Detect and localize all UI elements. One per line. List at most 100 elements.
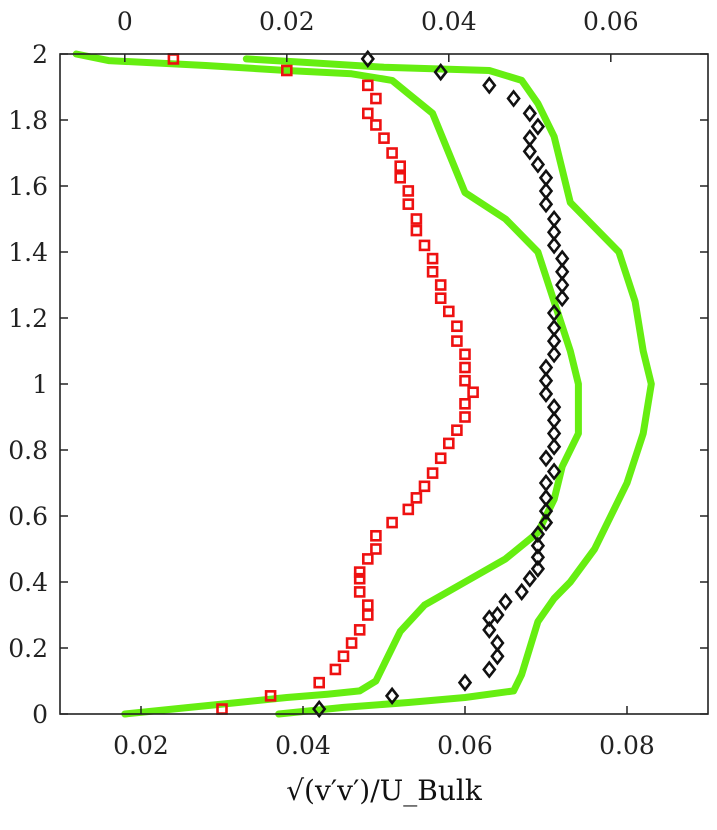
diamond-marker (312, 699, 327, 719)
diamond-marker (546, 236, 562, 255)
diamond-marker (482, 660, 497, 679)
diamond-marker (538, 488, 554, 508)
y-tick-label: 1.6 (8, 172, 48, 201)
marker-layer (167, 49, 570, 719)
diamond-marker (522, 104, 537, 123)
diamond-marker (546, 209, 562, 229)
y-tick-label: 1.4 (8, 238, 48, 267)
x-bottom-tick-label: 0.08 (599, 731, 655, 760)
diamond-marker (384, 686, 400, 706)
diamond-marker (546, 437, 562, 456)
diamond-marker (546, 462, 562, 481)
square-marker (426, 252, 439, 265)
y-tick-label: 0.8 (8, 436, 48, 465)
diamond-marker (530, 536, 546, 555)
square-marker (361, 553, 374, 565)
square-marker (410, 213, 423, 225)
square-marker (386, 147, 398, 159)
y-tick-label: 0.6 (8, 502, 48, 531)
bottom-x-axis: 0.02 0.04 0.06 0.08 (113, 706, 655, 760)
square-marker (353, 572, 366, 585)
square-marker (426, 467, 439, 479)
diamond-marker (546, 318, 562, 338)
diamond-marker (538, 449, 554, 468)
square-marker (386, 516, 398, 529)
x-axis-title: √(v′v′)/U_Bulk (286, 774, 483, 807)
square-marker (394, 171, 407, 184)
square-marker (353, 624, 366, 636)
diamond-marker (546, 397, 562, 417)
diamond-marker (538, 181, 554, 201)
y-tick-label: 0.2 (8, 634, 48, 663)
diamond-marker (546, 223, 562, 242)
diamond-marker (530, 524, 546, 544)
diamond-marker (490, 633, 505, 653)
square-marker (337, 650, 350, 663)
square-marker (442, 437, 455, 450)
square-marker (370, 92, 382, 105)
diamond-marker (538, 384, 554, 404)
x-bottom-tick-label: 0.02 (113, 731, 169, 760)
diamond-marker (530, 117, 546, 136)
y-tick-label: 0.4 (8, 568, 48, 597)
diamond-marker (555, 249, 570, 268)
diamond-marker (498, 592, 513, 611)
square-marker (451, 424, 463, 437)
square-marker (418, 480, 431, 493)
diamond-marker (546, 411, 562, 430)
profile-line-2 (72, 50, 582, 718)
square-marker (361, 609, 374, 621)
diamond-marker (490, 647, 505, 666)
square-marker (459, 374, 471, 387)
diamond-marker (546, 331, 562, 351)
left-y-axis: 0 0.2 0.4 0.6 0.8 1 1.2 1.4 1.6 1.8 2 (8, 40, 708, 729)
diamond-marker (555, 262, 570, 281)
diamond-marker (538, 195, 554, 214)
x-top-tick-label: 0.06 (583, 7, 639, 36)
green-lines-layer (72, 50, 655, 718)
diamond-marker (522, 569, 537, 588)
square-marker (361, 107, 374, 120)
y-tick-label: 1.2 (8, 304, 48, 333)
square-marker (426, 265, 439, 278)
diamond-marker (555, 275, 570, 295)
diamond-marker (360, 49, 375, 69)
square-marker (442, 305, 455, 318)
square-marker (345, 637, 358, 649)
diamond-marker (546, 345, 562, 364)
diamond-marker (530, 548, 546, 567)
square-marker (353, 566, 366, 578)
square-marker (451, 335, 463, 347)
profile-line-3 (242, 55, 655, 718)
diamond-marker (538, 371, 554, 390)
square-marker (459, 411, 471, 423)
x-top-tick-label: 0.04 (421, 7, 477, 36)
square-marker (370, 529, 382, 542)
diamond-marker (457, 673, 473, 692)
square-marker (394, 160, 407, 172)
diamond-marker (538, 513, 554, 532)
y-tick-label: 2 (32, 40, 48, 69)
square-marker (361, 79, 374, 92)
square-marker (280, 64, 293, 77)
square-marker (410, 224, 423, 237)
y-tick-label: 1.8 (8, 106, 48, 135)
y-tick-label: 1 (32, 370, 48, 399)
square-marker (361, 599, 374, 611)
square-marker (313, 676, 326, 689)
x-top-tick-label: 0.02 (259, 7, 315, 36)
square-marker (434, 279, 447, 291)
square-marker (459, 397, 471, 410)
diamond-marker (482, 620, 497, 640)
diamond-marker (522, 142, 537, 161)
square-marker (434, 292, 447, 305)
square-marker (370, 543, 382, 555)
y-tick-label: 0 (32, 700, 48, 729)
square-marker (459, 348, 471, 361)
x-bottom-tick-label: 0.06 (437, 731, 493, 760)
diamond-marker (482, 76, 497, 95)
diamond-marker (514, 582, 529, 602)
diamond-marker (490, 605, 505, 625)
diamond-marker (506, 89, 521, 108)
square-marker (353, 586, 366, 598)
